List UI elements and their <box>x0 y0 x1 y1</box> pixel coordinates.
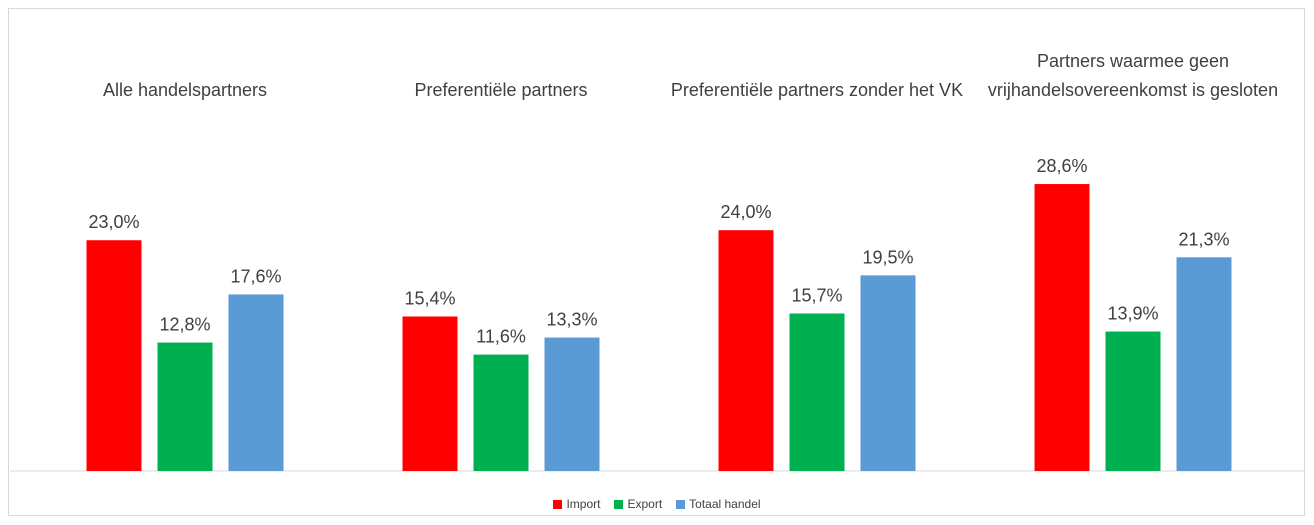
value-label: 11,6% <box>476 327 526 347</box>
bar <box>1105 331 1161 471</box>
legend-item: Export <box>614 497 662 511</box>
legend-item: Totaal handel <box>676 497 761 511</box>
legend-item: Import <box>553 497 600 511</box>
value-label: 28,6% <box>1036 156 1087 176</box>
value-label: 13,9% <box>1107 304 1158 324</box>
bar <box>473 354 529 471</box>
value-label: 24,0% <box>720 202 771 222</box>
category-label: Preferentiële partners zonder het VK <box>670 80 964 100</box>
legend: Import Export Totaal handel <box>0 497 1314 511</box>
category-label: Partners waarmee geen vrijhandelsovereen… <box>987 51 1279 100</box>
legend-label: Import <box>566 497 601 511</box>
value-label: 15,7% <box>791 285 842 305</box>
bar <box>1034 184 1090 471</box>
value-label: 12,8% <box>159 315 210 335</box>
bar <box>157 342 213 471</box>
value-label: 19,5% <box>862 247 913 267</box>
bar <box>544 337 600 471</box>
category-label: Alle handelspartners <box>102 80 268 100</box>
legend-label: Export <box>627 497 663 511</box>
legend-swatch <box>614 499 624 509</box>
bar <box>860 275 916 471</box>
value-label: 23,0% <box>88 212 139 232</box>
value-label: 17,6% <box>230 266 281 286</box>
legend-swatch <box>553 499 563 509</box>
bar <box>402 316 458 471</box>
legend-label: Totaal handel <box>689 497 761 511</box>
legend-swatch <box>676 499 686 509</box>
value-label: 15,4% <box>404 288 455 308</box>
chart-frame <box>8 8 1305 516</box>
value-label: 13,3% <box>546 310 597 330</box>
bar <box>228 294 284 471</box>
bar <box>718 230 774 471</box>
bar <box>789 313 845 471</box>
category-label: Preferentiële partners <box>414 80 588 100</box>
value-label: 21,3% <box>1178 229 1229 249</box>
bar <box>1176 257 1232 471</box>
bar <box>86 240 142 471</box>
